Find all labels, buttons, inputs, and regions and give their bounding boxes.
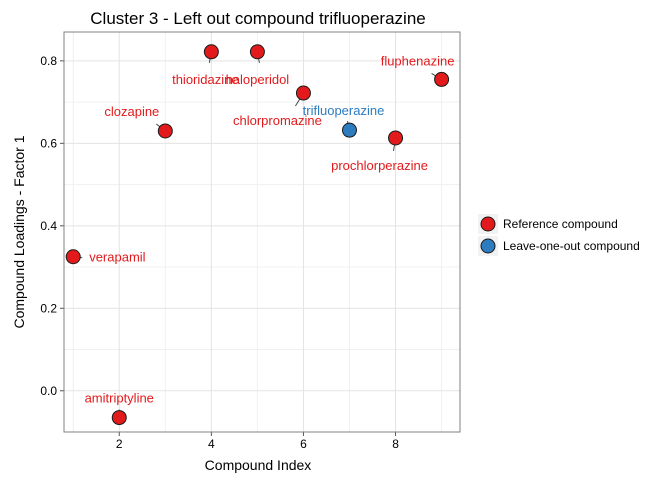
data-point [341, 122, 357, 138]
data-point [295, 85, 311, 101]
point-label: fluphenazine [381, 53, 455, 68]
y-axis-title: Compound Loadings - Factor 1 [11, 135, 27, 328]
legend-label: Reference compound [503, 217, 618, 231]
data-point [157, 123, 173, 139]
point-label: trifluoperazine [303, 103, 385, 118]
chart-title: Cluster 3 - Left out compound trifluoper… [90, 9, 425, 28]
data-point [111, 410, 127, 426]
legend-key [480, 216, 496, 232]
point-label: chlorpromazine [233, 113, 322, 128]
y-tick-label: 0.0 [40, 384, 57, 398]
point-label: amitriptyline [85, 391, 154, 406]
plot-panel: 2 4 6 8 0.0 0.2 0.4 0.6 0.8 verapamil amitriptylin… [40, 31, 461, 451]
x-tick-label: 8 [392, 437, 399, 451]
x-tick-label: 4 [208, 437, 215, 451]
legend: Reference compound Leave-one-out compound [478, 214, 640, 256]
x-tick-label: 6 [300, 437, 307, 451]
y-tick-label: 0.2 [40, 301, 57, 315]
point-label: haloperidol [226, 72, 290, 87]
y-tick-label: 0.4 [40, 219, 57, 233]
point-label: verapamil [89, 250, 145, 265]
plot-background [64, 32, 460, 432]
legend-label: Leave-one-out compound [503, 239, 640, 253]
data-point [249, 44, 265, 60]
data-point [203, 44, 219, 60]
data-point [65, 249, 81, 265]
x-axis-title: Compound Index [205, 457, 312, 473]
point-label: thioridazine [172, 72, 239, 87]
point-label: clozapine [104, 104, 159, 119]
legend-key [480, 238, 496, 254]
y-tick-label: 0.8 [40, 54, 57, 68]
data-point [434, 71, 450, 87]
x-tick-label: 2 [116, 437, 123, 451]
y-tick-label: 0.6 [40, 136, 57, 150]
point-label: prochlorperazine [331, 158, 428, 173]
plot-border [63, 31, 461, 433]
data-point [388, 130, 404, 146]
